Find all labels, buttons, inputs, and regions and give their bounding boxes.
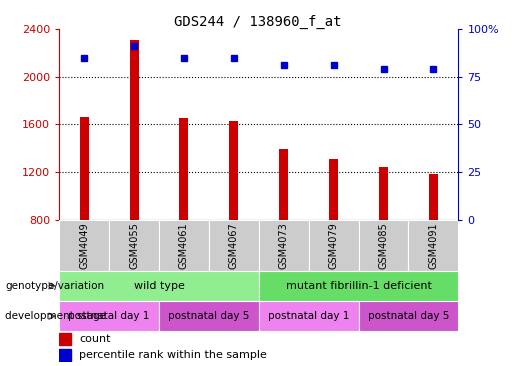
Bar — [408, 220, 458, 271]
Bar — [130, 40, 139, 220]
Bar — [358, 220, 408, 271]
Text: percentile rank within the sample: percentile rank within the sample — [79, 350, 267, 360]
Text: mutant fibrillin-1 deficient: mutant fibrillin-1 deficient — [286, 281, 432, 291]
Bar — [259, 271, 458, 301]
Bar — [329, 159, 338, 220]
Text: GSM4049: GSM4049 — [79, 222, 89, 269]
Bar — [259, 220, 308, 271]
Bar — [279, 149, 288, 220]
Bar — [59, 349, 71, 361]
Bar — [59, 220, 109, 271]
Bar — [308, 220, 358, 271]
Bar — [179, 119, 188, 220]
Text: postnatal day 5: postnatal day 5 — [168, 311, 250, 321]
Bar — [59, 333, 71, 345]
Text: postnatal day 1: postnatal day 1 — [268, 311, 349, 321]
Text: development stage: development stage — [5, 311, 106, 321]
Text: genotype/variation: genotype/variation — [5, 281, 104, 291]
Bar — [259, 301, 358, 331]
Text: count: count — [79, 334, 111, 344]
Bar — [209, 220, 259, 271]
Bar — [109, 220, 159, 271]
Text: GSM4091: GSM4091 — [428, 222, 438, 269]
Text: wild type: wild type — [133, 281, 184, 291]
Bar — [229, 122, 238, 220]
Bar — [358, 301, 458, 331]
Text: GSM4085: GSM4085 — [379, 222, 388, 269]
Text: GSM4055: GSM4055 — [129, 222, 139, 269]
Text: GSM4061: GSM4061 — [179, 222, 189, 269]
Bar — [59, 301, 159, 331]
Text: GSM4079: GSM4079 — [329, 222, 339, 269]
Text: postnatal day 5: postnatal day 5 — [368, 311, 449, 321]
Text: GDS244 / 138960_f_at: GDS244 / 138960_f_at — [174, 15, 341, 29]
Bar — [379, 167, 388, 220]
Bar — [59, 271, 259, 301]
Bar — [80, 117, 89, 220]
Text: postnatal day 1: postnatal day 1 — [68, 311, 150, 321]
Bar — [429, 174, 438, 220]
Text: GSM4067: GSM4067 — [229, 222, 239, 269]
Bar — [159, 220, 209, 271]
Bar — [159, 301, 259, 331]
Text: GSM4073: GSM4073 — [279, 222, 289, 269]
